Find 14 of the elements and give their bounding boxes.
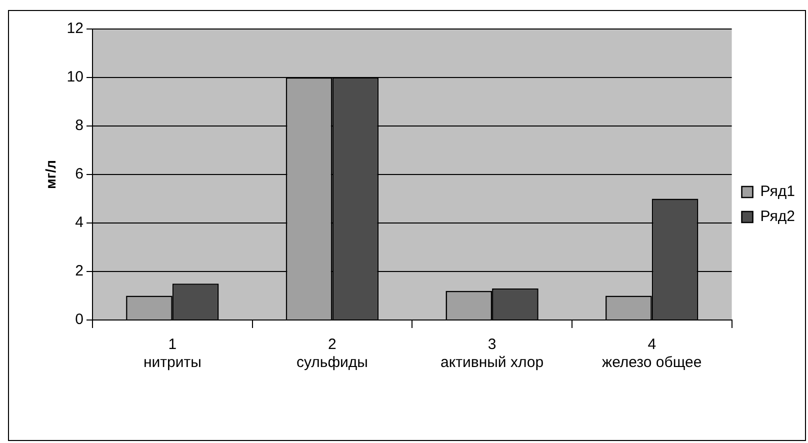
- y-tick-label: 4: [75, 214, 84, 232]
- x-tick-label: 2 сульфиды: [296, 336, 368, 372]
- y-tick-label: 6: [75, 166, 84, 183]
- y-tick-label: 10: [66, 68, 84, 86]
- y-axis-title: мг/л: [42, 160, 58, 189]
- legend-label: Ряд2: [760, 208, 796, 226]
- x-tick-label: 4 железо общее: [602, 336, 702, 372]
- y-tick-label: 2: [75, 262, 84, 280]
- y-tick-label: 0: [75, 311, 84, 328]
- x-tick-label: 3 активный хлор: [440, 336, 544, 372]
- x-tick-label: 1 нитриты: [143, 336, 202, 372]
- y-tick-label: 12: [66, 20, 84, 38]
- y-tick-label: 8: [75, 117, 84, 134]
- legend-label: Ряд1: [760, 183, 796, 200]
